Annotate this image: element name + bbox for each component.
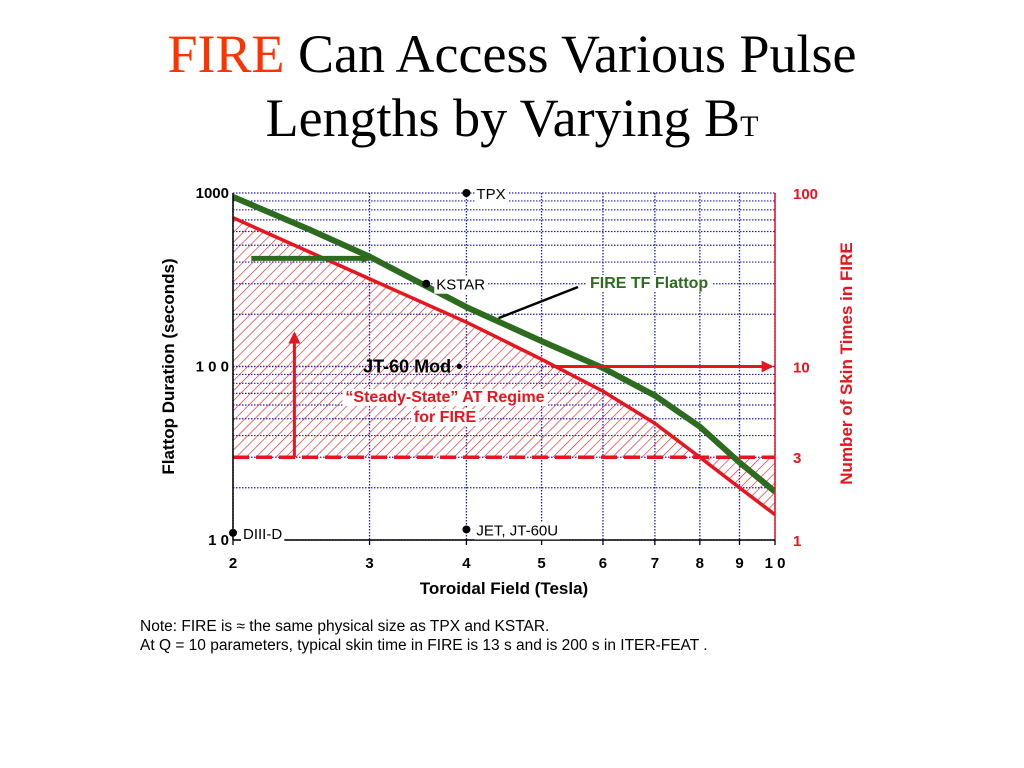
series-label-fire-tf-flattop: FIRE TF Flattop [590,275,708,292]
y2-tick-label-10: 10 [793,360,810,377]
regime-label-bg [342,389,548,406]
series-skin-time-limit [233,216,775,517]
y-tick-label-10: 1 0 [208,532,229,549]
note-line-2: At Q = 10 parameters, typical skin time … [140,637,708,654]
point-diii-d [229,528,237,537]
series-fire-tf-flattop [233,194,775,494]
point-kstar [422,279,431,288]
y-tick-label-100: 1 0 0 [196,359,229,376]
point-label-group-kstar: KSTAR [434,276,488,294]
point-label-group-diii-d: DIII-D [241,525,285,543]
y2-axis-label: Number of Skin Times in FIRE [837,242,856,484]
note-line-1: Note: FIRE is ≈ the same physical size a… [140,618,550,635]
footnote: Note: FIRE is ≈ the same physical size a… [140,617,708,655]
point-label-diii-d: DIII-D [243,526,282,543]
point-jet-jt-60u [462,525,471,534]
point-label-kstar: KSTAR [436,277,485,294]
annotations: TPX KSTAR JT-60 Mod • JET, JT-60U DIII-D FIRE… [229,186,774,543]
regime-label-bg [410,409,480,426]
y2-tick-label-1: 1 [793,533,801,550]
point-label-group-tpx: TPX [474,186,508,203]
x-tick-label-5: 5 [537,555,545,572]
x-tick-label-4: 4 [462,555,471,572]
series-label-bg [587,275,712,292]
series-label-group: FIRE TF Flattop [587,275,712,292]
x-axis-label: Toroidal Field (Tesla) [420,579,588,598]
x-tick-label-6: 6 [599,555,607,572]
regime-label-line-2: for FIRE [414,409,477,426]
point-label-bg-diii-d [241,525,285,543]
series-group [233,194,775,517]
regime-label-group: “Steady-State” AT Regime for FIRE [342,389,548,426]
x-tick-label-10: 1 0 [765,555,786,572]
y2-tick-label-100: 100 [793,186,818,203]
x-tick-label-7: 7 [651,555,659,572]
slide-title: FIRE Can Access Various Pulse Lengths by… [0,22,1024,159]
point-label-bg-jet-jt-60u [474,522,561,540]
steady-state-regime-region [233,217,775,515]
point-label-bg-tpx [474,186,508,203]
title-line2-sub: T [740,110,759,143]
y-axis-label: Flattop Duration (seconds) [159,258,178,474]
point-label-tpx: TPX [476,186,505,203]
y2-tick-label-3: 3 [793,450,801,467]
x-tick-label-2: 2 [229,555,237,572]
point-label-bg-kstar [434,276,488,294]
point-label-jet-jt-60u: JET, JT-60U [476,522,558,539]
regime-label-line-1: “Steady-State” AT Regime [345,389,544,406]
x-tick-label-3: 3 [365,555,373,572]
regime-hatch [233,217,775,515]
title-line1-rest: Can Access Various Pulse [284,24,857,84]
x-tick-label-8: 8 [696,555,704,572]
y-tick-label-1000: 1000 [196,185,229,202]
series-label-callout-line [498,285,579,320]
title-line2: Lengths by Varying B [265,88,741,148]
point-tpx [462,189,471,197]
point-label-jt-60-mod: JT-60 Mod • [363,357,462,377]
point-label-group-jet-jt-60u: JET, JT-60U [474,522,561,540]
x-tick-label-9: 9 [735,555,743,572]
title-accent: FIRE [167,24,285,84]
